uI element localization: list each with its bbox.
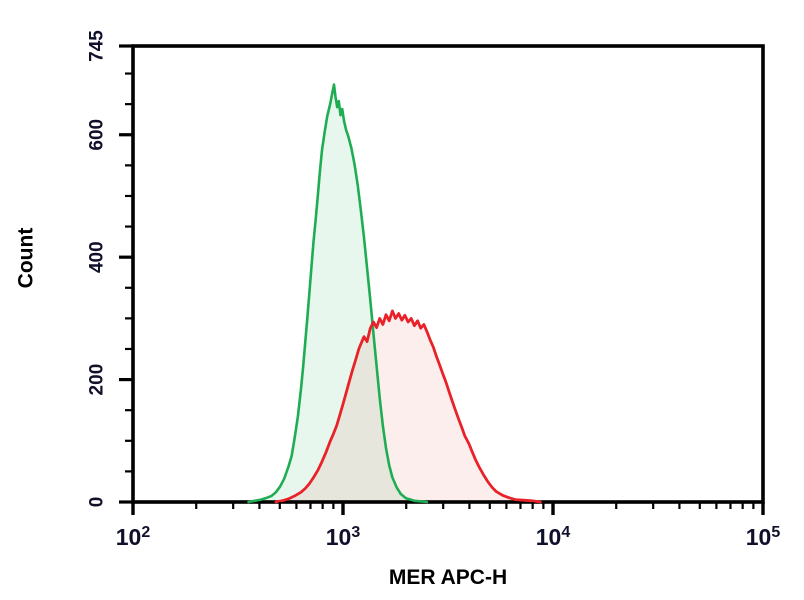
plot-frame [131,44,765,504]
x-axis-title: MER APC-H [389,566,507,589]
y-tick-label: 200 [87,364,108,396]
y-tick-label: 400 [87,241,108,273]
x-tick-label: 103 [326,524,361,550]
y-tick-label: 745 [87,30,108,62]
red-histogram-area [275,311,541,502]
x-tick-label: 105 [746,524,781,550]
y-tick-label: 0 [87,497,108,508]
red-histogram-curve [274,309,542,504]
green-histogram-area [248,84,427,502]
green-histogram-curve [247,83,429,504]
y-axis-title: Count [15,228,38,289]
y-tick-label: 600 [87,119,108,151]
x-tick-label: 102 [116,524,151,550]
x-tick-label: 104 [536,524,571,550]
